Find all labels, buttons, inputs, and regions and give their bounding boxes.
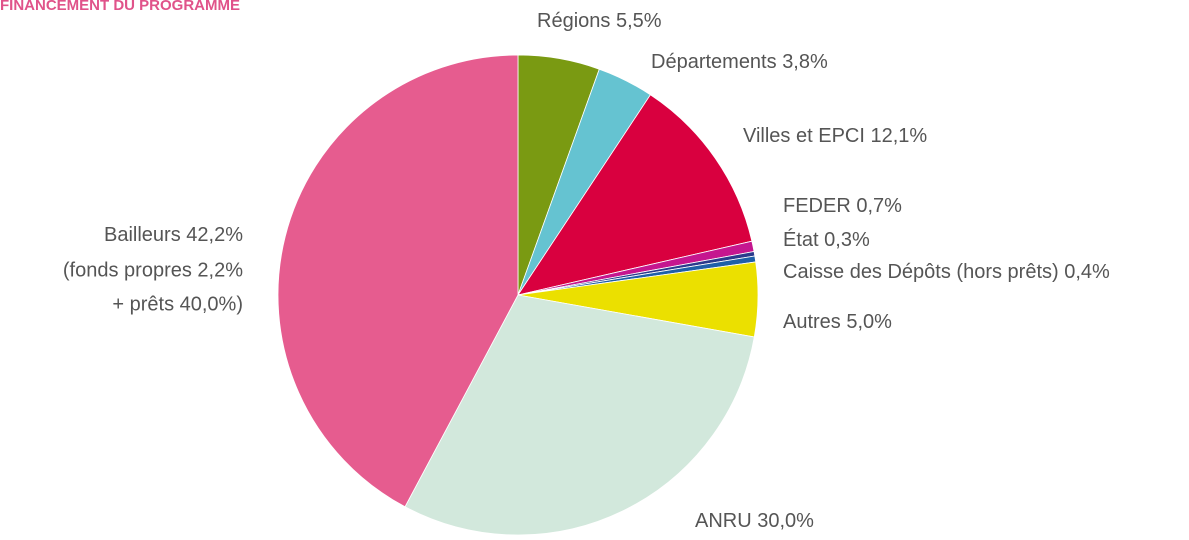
value-label: 3,8% bbox=[782, 51, 828, 73]
annotation: (fonds propres 2,2% bbox=[63, 259, 243, 281]
pie-slice bbox=[517, 94, 753, 296]
category-label: Départements bbox=[651, 51, 777, 73]
slice-label: Villes et EPCI 12,1% bbox=[743, 125, 927, 147]
slice-label: Régions 5,5% bbox=[537, 10, 662, 32]
slice-label: État 0,3% bbox=[783, 228, 870, 251]
pie-slice bbox=[404, 294, 755, 536]
value-label: 0,7% bbox=[856, 195, 902, 217]
slice-label: ANRU 30,0% bbox=[695, 510, 814, 532]
slice-label: Caisse des Dépôts (hors prêts) 0,4% bbox=[783, 261, 1110, 283]
value-label: 0,4% bbox=[1064, 261, 1110, 283]
slice-label: Bailleurs 42,2% bbox=[104, 224, 243, 246]
category-label: Caisse des Dépôts (hors prêts) bbox=[783, 261, 1059, 283]
value-label: 30,0% bbox=[757, 510, 814, 532]
category-label: ANRU bbox=[695, 510, 752, 532]
annotation: + prêts 40,0%) bbox=[112, 293, 243, 315]
category-label: Bailleurs bbox=[104, 224, 181, 246]
slice-label: FEDER 0,7% bbox=[783, 195, 902, 217]
value-label: 0,3% bbox=[824, 229, 870, 251]
category-label: Villes et EPCI bbox=[743, 125, 865, 147]
value-label: 5,0% bbox=[846, 311, 892, 333]
pie-slice bbox=[277, 54, 519, 508]
value-label: 12,1% bbox=[870, 125, 927, 147]
slice-label: Autres 5,0% bbox=[783, 311, 892, 333]
category-label: FEDER bbox=[783, 195, 851, 217]
value-label: 5,5% bbox=[616, 10, 662, 32]
category-label: État bbox=[783, 228, 819, 251]
chart-title: FINANCEMENT DU PROGRAMME bbox=[0, 0, 240, 14]
category-label: Régions bbox=[537, 10, 610, 32]
value-label: 42,2% bbox=[186, 224, 243, 246]
slice-label: Départements 3,8% bbox=[651, 51, 828, 73]
category-label: Autres bbox=[783, 311, 841, 333]
